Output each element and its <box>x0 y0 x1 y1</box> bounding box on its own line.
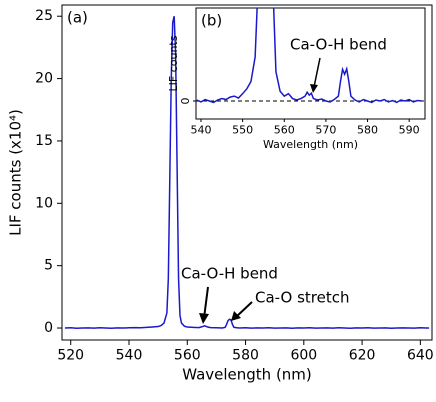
y-tick-label: 0 <box>44 320 53 336</box>
x-tick-label: 570 <box>315 123 336 136</box>
x-tick-label: 560 <box>174 348 201 364</box>
x-tick-label: 540 <box>190 123 211 136</box>
annotation: Ca-O-H bend <box>181 265 278 283</box>
panel-label: (a) <box>67 9 88 27</box>
y-tick-label: 25 <box>35 8 53 24</box>
x-tick-label: 640 <box>407 348 434 364</box>
x-axis-label: Wavelength (nm) <box>182 366 312 384</box>
y-tick-label: 10 <box>35 195 53 211</box>
y-tick-label: 5 <box>44 258 53 274</box>
arrow <box>313 57 321 88</box>
annotation: Ca-O stretch <box>255 289 349 307</box>
y-tick-label: 20 <box>35 71 53 87</box>
x-tick-label: 620 <box>349 348 376 364</box>
x-tick-label: 520 <box>57 348 84 364</box>
arrow <box>203 286 209 319</box>
y-axis-label: LIF counts (x10⁴) <box>7 109 25 236</box>
plot-area <box>195 7 426 120</box>
arrowhead <box>310 84 318 93</box>
panel-label: (b) <box>201 12 222 30</box>
y-tick-label: 15 <box>35 133 53 149</box>
annotations: Ca-O-H bend Ca-O stretch Ca-O-H bend <box>181 36 387 324</box>
x-tick-label: 580 <box>232 348 259 364</box>
x-tick-label: 590 <box>399 123 420 136</box>
y-tick-label: 0 <box>179 97 192 104</box>
arrowhead <box>199 313 209 324</box>
arrow <box>235 301 253 318</box>
data-line <box>64 16 430 330</box>
data-line <box>196 8 422 104</box>
x-tick-label: 580 <box>357 123 378 136</box>
y-axis-label: LIF counts <box>167 35 180 91</box>
x-tick-label: 540 <box>116 348 143 364</box>
arrowhead <box>231 311 241 321</box>
x-tick-label: 550 <box>232 123 253 136</box>
annotation: Ca-O-H bend <box>290 36 387 54</box>
inset-chart: 540 550 560 570 580 590 0 Wavelength (nm) LIF co… <box>167 7 426 151</box>
x-axis-label: Wavelength (nm) <box>263 138 358 151</box>
x-tick-label: 600 <box>290 348 317 364</box>
x-tick-label: 560 <box>274 123 295 136</box>
